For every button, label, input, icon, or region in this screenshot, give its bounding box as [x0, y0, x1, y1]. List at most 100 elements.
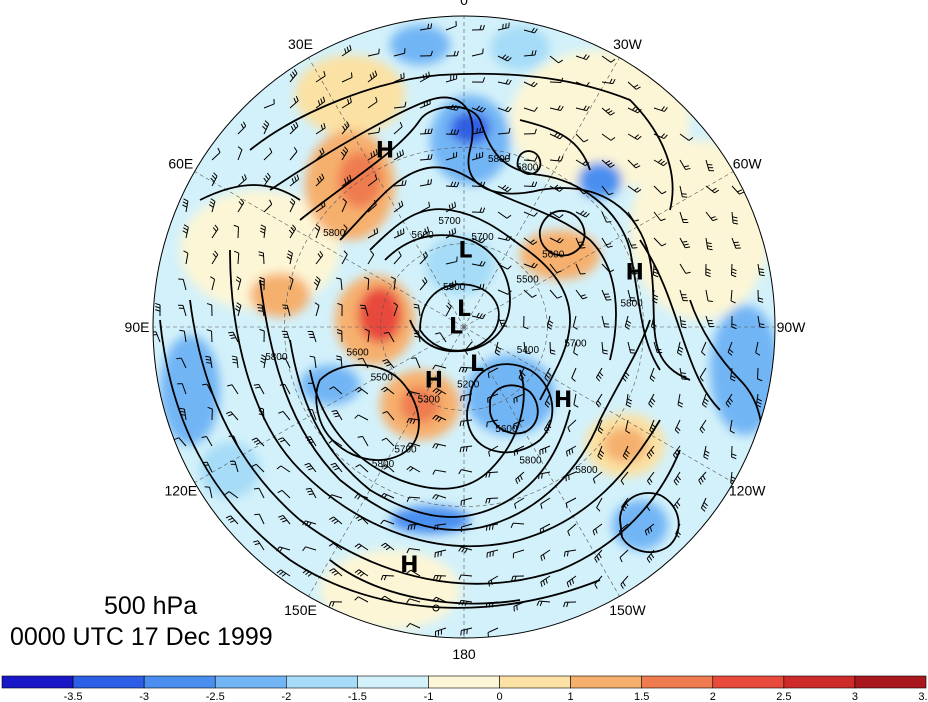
wind-barb: [278, 410, 291, 421]
wind-barb: [597, 445, 605, 460]
wind-barb: [224, 491, 239, 499]
wind-barb: [644, 523, 655, 536]
wind-barb: [380, 386, 395, 395]
contour-label: 5800: [265, 352, 288, 363]
wind-barb: [313, 276, 321, 291]
wind-barb: [211, 224, 219, 239]
level-title: 500 hPa: [104, 592, 198, 620]
wind-barb: [649, 419, 657, 434]
contour-label: 5700: [471, 232, 494, 243]
longitude-label: 180: [452, 646, 476, 662]
low-pressure-marker: L: [449, 315, 463, 340]
wind-barb: [445, 280, 457, 291]
wind-barb: [177, 383, 187, 395]
wind-barb: [282, 304, 291, 317]
wind-barb: [549, 263, 562, 274]
wind-barb: [259, 224, 266, 239]
wind-barb: [488, 445, 499, 457]
anomaly-patch: [425, 235, 495, 295]
wind-barb: [575, 54, 590, 61]
contour-label: 5800: [575, 465, 598, 476]
wind-barb: [601, 55, 616, 63]
longitude-label: 60E: [168, 156, 193, 172]
wind-barb: [354, 414, 369, 421]
wind-barb: [304, 462, 317, 473]
wind-barb: [288, 276, 294, 291]
wind-barb: [601, 315, 610, 328]
wind-barb: [286, 250, 293, 265]
height-contour: [519, 119, 591, 171]
wind-barb: [432, 443, 447, 449]
wind-barb: [315, 70, 326, 83]
wind-barb: [341, 97, 352, 109]
wind-barb: [513, 419, 525, 430]
wind-barb: [460, 497, 473, 506]
wind-barb: [731, 445, 737, 460]
meridian-line: [194, 171, 465, 328]
wind-barb: [445, 151, 458, 161]
wind-barb: [567, 523, 577, 537]
wind-barb: [618, 523, 629, 536]
wind-barb: [237, 146, 243, 161]
longitude-label: 150E: [284, 602, 317, 618]
colorbar-tick-label: 1.5: [634, 691, 649, 702]
wind-barb: [289, 121, 299, 135]
wind-barb: [523, 50, 537, 57]
wind-barb: [549, 156, 564, 162]
colorbar-swatch: [712, 675, 785, 689]
wind-barb: [627, 106, 642, 114]
colorbar: -3.5 -3 -2.5 -2 -1.5 -1 0 1 1.5 2 2.5 3 3.5: [1, 675, 928, 702]
wind-barb: [601, 289, 612, 301]
wind-barb: [601, 263, 615, 273]
low-pressure-marker: L: [470, 352, 484, 377]
wind-barb: [174, 437, 187, 447]
wind-barb: [393, 180, 407, 187]
wind-barb: [731, 185, 745, 195]
wind-barb: [540, 575, 551, 587]
wind-barb: [757, 315, 765, 329]
wind-barb: [309, 355, 317, 369]
wind-barb: [289, 198, 296, 213]
wind-barb: [380, 493, 395, 499]
wind-barb: [627, 159, 641, 169]
wind-barb: [381, 464, 395, 473]
wind-barb: [336, 329, 343, 343]
wind-barb: [523, 289, 537, 298]
colorbar-tick-label: -2: [281, 691, 291, 702]
wind-barb: [622, 367, 630, 382]
wind-barb: [289, 95, 299, 109]
wind-barb: [231, 355, 239, 369]
wind-barb: [573, 393, 579, 408]
wind-barb: [407, 523, 421, 531]
wind-barb: [202, 383, 213, 395]
wind-barb: [619, 549, 629, 563]
wind-barb: [523, 128, 537, 135]
wind-barb: [513, 601, 525, 612]
wind-barb: [258, 251, 265, 265]
wind-barb: [419, 154, 433, 161]
wind-barb: [289, 69, 298, 83]
wind-barb: [700, 497, 708, 512]
wind-barb: [705, 315, 715, 328]
wind-barb: [510, 522, 525, 528]
wind-barb: [518, 367, 526, 382]
wind-barb: [471, 24, 485, 31]
wind-barb: [256, 304, 265, 317]
wind-barb: [445, 201, 457, 213]
wind-barb: [471, 260, 486, 267]
wind-barb: [289, 147, 298, 161]
contour-label: 5700: [564, 339, 587, 350]
wind-barb: [354, 543, 369, 551]
wind-barb: [705, 211, 718, 222]
wind-barb: [523, 81, 538, 88]
wind-barb: [393, 72, 405, 83]
longitude-label: 60W: [733, 156, 763, 172]
wind-barb: [652, 263, 659, 278]
wind-barb: [364, 328, 370, 343]
contour-label: 5800: [620, 298, 643, 309]
longitude-label: 90E: [125, 319, 150, 335]
contour-label: 5800: [488, 154, 511, 165]
wind-barb: [549, 132, 564, 140]
wind-barb: [485, 471, 499, 478]
wind-barb: [497, 128, 511, 135]
